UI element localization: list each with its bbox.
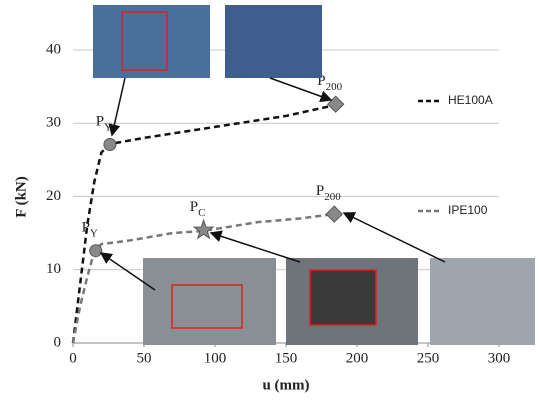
arrow bbox=[211, 233, 300, 262]
photo-highlight bbox=[310, 270, 376, 325]
point-label-base: P bbox=[82, 220, 90, 236]
legend-label: HE100A bbox=[448, 93, 493, 107]
y-tick-label: 40 bbox=[46, 41, 61, 57]
photos bbox=[93, 5, 535, 345]
chart: 010203040050100150200250300PYP200HE100AP… bbox=[0, 0, 539, 402]
y-tick-label: 0 bbox=[54, 334, 62, 350]
x-tick-label: 0 bbox=[69, 350, 77, 366]
point-label-base: P bbox=[190, 200, 198, 216]
legend-label: IPE100 bbox=[448, 203, 488, 217]
point-label: PY bbox=[82, 220, 98, 239]
point-label: PY bbox=[96, 114, 112, 133]
x-tick-label: 300 bbox=[488, 350, 511, 366]
photo bbox=[93, 5, 210, 78]
photo bbox=[430, 258, 535, 345]
x-tick-label: 100 bbox=[204, 350, 227, 366]
point-label: PC bbox=[190, 200, 206, 219]
point-marker bbox=[194, 220, 213, 238]
point-label-base: P bbox=[316, 184, 324, 200]
x-tick-label: 50 bbox=[137, 350, 152, 366]
point-label-sub: 200 bbox=[326, 81, 343, 93]
point-label: P200 bbox=[316, 184, 341, 203]
x-tick-label: 150 bbox=[275, 350, 298, 366]
point-marker bbox=[326, 206, 342, 222]
y-axis-label: F (kN) bbox=[13, 176, 29, 218]
point-marker bbox=[328, 96, 344, 112]
photo bbox=[225, 5, 322, 78]
y-tick-label: 10 bbox=[46, 261, 61, 277]
y-tick-label: 20 bbox=[46, 188, 61, 204]
point-label-base: P bbox=[96, 114, 104, 130]
arrow bbox=[344, 213, 445, 262]
arrow bbox=[112, 78, 125, 135]
x-tick-label: 200 bbox=[346, 350, 369, 366]
point-label-sub: 200 bbox=[324, 191, 341, 203]
point-label-sub: Y bbox=[104, 121, 112, 133]
point-marker bbox=[104, 138, 116, 150]
point-label-sub: Y bbox=[90, 227, 98, 239]
y-tick-label: 30 bbox=[46, 115, 61, 131]
point-label-sub: C bbox=[198, 207, 205, 219]
point-marker bbox=[90, 245, 102, 257]
x-axis-label: u (mm) bbox=[262, 377, 309, 393]
x-tick-label: 250 bbox=[417, 350, 440, 366]
photo bbox=[143, 258, 276, 345]
